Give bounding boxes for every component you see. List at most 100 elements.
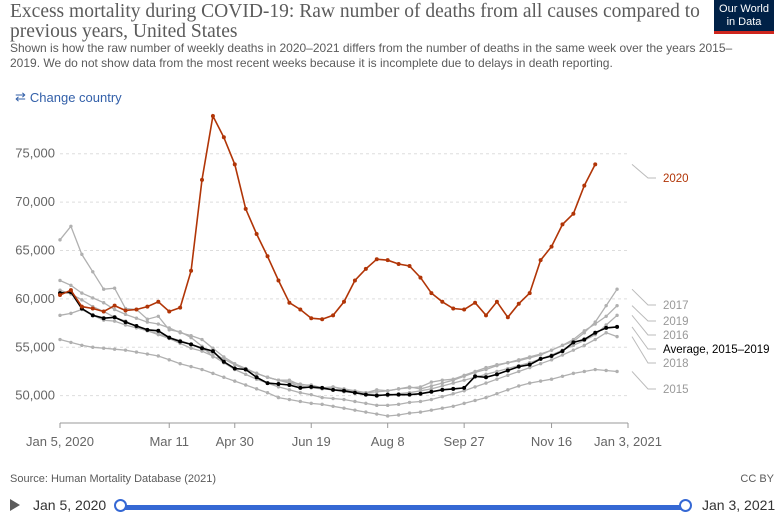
data-point xyxy=(440,406,445,410)
data-point xyxy=(298,307,303,312)
data-point xyxy=(145,327,150,332)
data-point xyxy=(80,252,84,257)
data-point xyxy=(254,232,259,237)
data-point xyxy=(484,367,488,372)
data-point xyxy=(189,268,194,273)
data-point xyxy=(287,300,292,305)
data-point xyxy=(91,345,95,349)
data-point xyxy=(418,399,423,404)
data-point xyxy=(604,331,608,335)
data-point xyxy=(309,384,314,389)
owid-logo[interactable]: Our World in Data xyxy=(714,0,774,34)
y-tick-label: 75,000 xyxy=(15,146,55,161)
data-point xyxy=(101,301,106,305)
data-point xyxy=(123,320,128,325)
data-point xyxy=(331,313,336,318)
data-point xyxy=(473,398,477,403)
timeline-end-handle[interactable] xyxy=(679,499,692,512)
data-point xyxy=(440,381,445,385)
data-point xyxy=(211,354,215,358)
data-point xyxy=(527,381,532,385)
data-point xyxy=(495,392,499,396)
data-point xyxy=(538,379,543,383)
data-point xyxy=(440,394,445,399)
data-point xyxy=(80,343,84,348)
data-point xyxy=(320,402,324,407)
data-point xyxy=(615,303,619,308)
timeline-track[interactable] xyxy=(121,505,686,510)
x-tick-label: Aug 8 xyxy=(371,434,405,449)
data-point xyxy=(582,343,587,348)
legend-leader-line xyxy=(631,315,656,336)
data-point xyxy=(101,309,106,314)
data-point xyxy=(495,363,499,368)
data-point xyxy=(80,298,84,302)
data-point xyxy=(462,389,466,393)
data-point xyxy=(571,371,576,376)
data-point xyxy=(232,162,237,167)
data-point xyxy=(407,385,412,389)
timeline-start-handle[interactable] xyxy=(114,499,127,512)
data-point xyxy=(178,331,182,335)
data-point xyxy=(495,377,499,381)
data-point xyxy=(604,323,608,327)
data-point xyxy=(112,315,117,320)
data-point xyxy=(331,396,335,401)
data-point xyxy=(385,258,390,263)
series-line xyxy=(59,279,618,394)
data-point xyxy=(549,348,554,352)
data-point xyxy=(615,313,619,318)
data-point xyxy=(538,356,543,361)
data-point xyxy=(549,377,554,381)
data-point xyxy=(385,389,390,393)
y-tick-label: 55,000 xyxy=(15,339,55,354)
legend-label: 2019 xyxy=(663,316,689,328)
data-point xyxy=(134,307,139,312)
license-link[interactable]: CC BY xyxy=(740,473,774,485)
data-point xyxy=(112,286,117,290)
data-point xyxy=(353,408,357,412)
data-point xyxy=(276,382,281,387)
data-point xyxy=(221,135,226,140)
legend-leader-line xyxy=(631,288,656,306)
data-point xyxy=(58,337,62,342)
data-point xyxy=(287,383,292,387)
data-point xyxy=(593,322,597,326)
x-tick-label: Jun 19 xyxy=(292,434,331,449)
line-chart: 50,000 55,000 60,000 65,000 70,000 75,000 Jan … xyxy=(15,113,770,449)
data-point xyxy=(571,340,576,345)
play-icon[interactable] xyxy=(10,499,20,511)
data-point xyxy=(134,316,139,320)
data-point xyxy=(473,370,477,375)
data-point xyxy=(145,317,150,321)
data-point xyxy=(254,375,259,380)
data-point xyxy=(80,291,84,295)
data-point xyxy=(451,386,456,391)
data-point xyxy=(593,337,597,342)
data-point xyxy=(396,402,401,407)
data-point xyxy=(484,375,488,380)
legend-leader-line xyxy=(631,305,656,322)
data-point xyxy=(418,275,423,280)
data-point xyxy=(232,366,237,371)
data-point xyxy=(145,304,150,309)
data-point xyxy=(429,387,434,391)
data-point xyxy=(265,391,270,395)
data-point xyxy=(538,352,543,356)
data-point xyxy=(243,206,248,211)
data-point xyxy=(221,359,226,364)
data-point xyxy=(200,337,204,342)
data-point xyxy=(189,342,194,347)
data-point xyxy=(462,385,467,390)
x-tick-label: Sep 27 xyxy=(444,434,485,449)
data-point xyxy=(363,392,368,397)
data-point xyxy=(342,388,346,393)
legend-label: 2017 xyxy=(663,300,689,312)
data-point xyxy=(353,399,357,404)
data-point xyxy=(604,303,608,308)
data-point xyxy=(506,361,510,365)
data-point xyxy=(385,414,390,418)
data-point xyxy=(320,385,325,390)
data-point xyxy=(200,177,204,182)
change-country-button[interactable]: ⇄ Change country xyxy=(15,89,122,105)
